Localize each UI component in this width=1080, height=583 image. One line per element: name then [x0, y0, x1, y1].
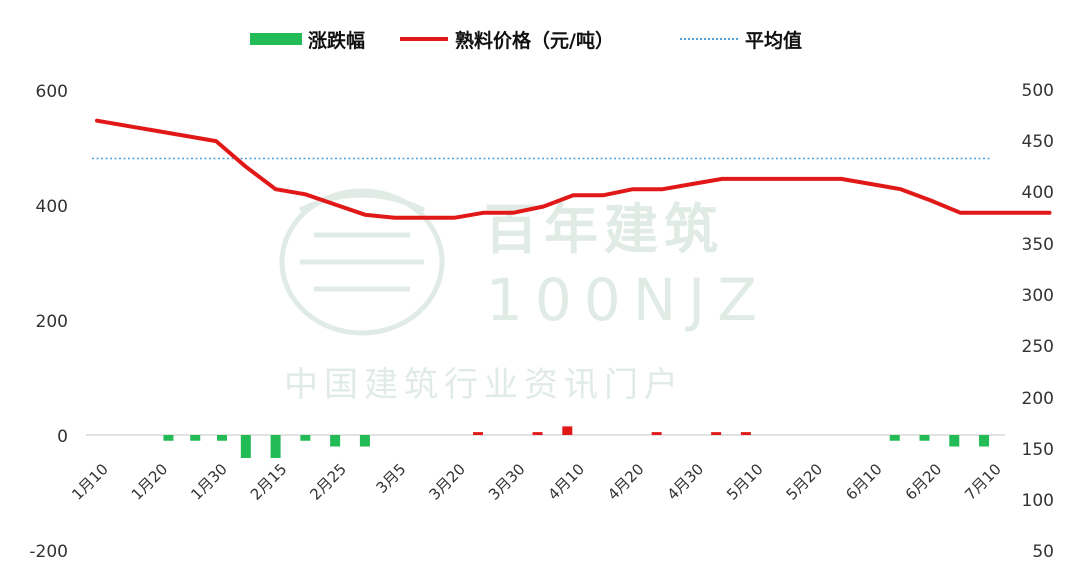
- x-tick-label: 4月10: [545, 460, 589, 504]
- x-tick-label: 6月20: [902, 460, 946, 504]
- change-bar-down: [359, 435, 370, 447]
- change-bar-up: [711, 432, 722, 435]
- left-tick-label: -200: [29, 542, 68, 562]
- right-tick-label: 200: [1022, 389, 1054, 409]
- change-bar-up: [651, 432, 662, 435]
- right-axis: 500 450 400 350 300 250 200 150 100 50: [1022, 81, 1054, 562]
- x-tick-label: 1月10: [68, 460, 112, 504]
- legend-label-change: 涨跌幅: [308, 29, 365, 52]
- x-tick-label: 1月30: [187, 460, 231, 504]
- change-bar-down: [300, 435, 311, 441]
- change-bar-up: [740, 432, 751, 435]
- legend-label-price: 熟料价格（元/吨）: [455, 29, 614, 52]
- x-tick-label: 3月30: [485, 460, 529, 504]
- watermark-tagline: 中国建筑行业资讯门户: [284, 365, 684, 405]
- legend-label-average: 平均值: [745, 29, 802, 52]
- watermark-brand-en: 100NJZ: [486, 266, 769, 334]
- x-tick-label: 5月20: [783, 460, 827, 504]
- right-tick-label: 300: [1022, 286, 1054, 306]
- right-tick-label: 50: [1032, 542, 1054, 562]
- left-tick-label: 0: [57, 427, 68, 447]
- watermark-brand-cn: 百年建筑: [484, 198, 724, 261]
- right-tick-label: 400: [1022, 183, 1054, 203]
- change-bar-down: [270, 435, 281, 458]
- right-tick-label: 250: [1022, 337, 1054, 357]
- left-tick-label: 600: [36, 82, 68, 102]
- change-bar-down: [919, 435, 930, 441]
- x-tick-label: 2月25: [306, 460, 350, 504]
- x-tick-label: 4月30: [664, 460, 708, 504]
- change-bar-up: [532, 432, 543, 435]
- legend-bar-swatch: [250, 33, 302, 45]
- change-bar-down: [240, 435, 251, 458]
- change-bar-down: [330, 435, 341, 447]
- watermark-logo: [279, 188, 445, 336]
- change-bar-down: [163, 435, 174, 441]
- change-bar-down: [190, 435, 201, 441]
- change-bar-up: [473, 432, 484, 435]
- price-line-layer: [95, 118, 1052, 220]
- x-tick-label: 3月20: [425, 460, 469, 504]
- right-tick-label: 150: [1022, 440, 1054, 460]
- change-bar-down: [217, 435, 228, 441]
- x-tick-label: 7月10: [961, 460, 1005, 504]
- x-tick-label: 5月10: [723, 460, 767, 504]
- x-tick-label: 4月20: [604, 460, 648, 504]
- change-bars: [163, 426, 990, 458]
- x-tick-label: 3月5: [373, 460, 410, 497]
- left-tick-label: 400: [36, 197, 68, 217]
- change-bar-down: [949, 435, 960, 447]
- change-bar-down: [979, 435, 990, 447]
- watermark: 百年建筑 100NJZ 中国建筑行业资讯门户: [279, 188, 769, 405]
- left-tick-label: 200: [36, 312, 68, 332]
- right-tick-label: 450: [1022, 132, 1054, 152]
- change-bar-up: [562, 426, 573, 435]
- legend: 涨跌幅 熟料价格（元/吨） 平均值: [250, 29, 802, 52]
- x-tick-label: 1月20: [128, 460, 172, 504]
- change-bar-down: [889, 435, 900, 441]
- right-tick-label: 100: [1022, 491, 1054, 511]
- right-tick-label: 350: [1022, 235, 1054, 255]
- left-axis: 600 400 200 0 -200: [29, 82, 68, 562]
- x-axis: 1月10 1月20 1月30 2月15 2月25 3月5 3月20 3月30 4月10 4月20 4…: [68, 460, 1005, 504]
- x-tick-label: 2月15: [247, 460, 291, 504]
- right-tick-label: 500: [1022, 81, 1054, 101]
- x-tick-label: 6月10: [842, 460, 886, 504]
- price-line: [95, 118, 1052, 220]
